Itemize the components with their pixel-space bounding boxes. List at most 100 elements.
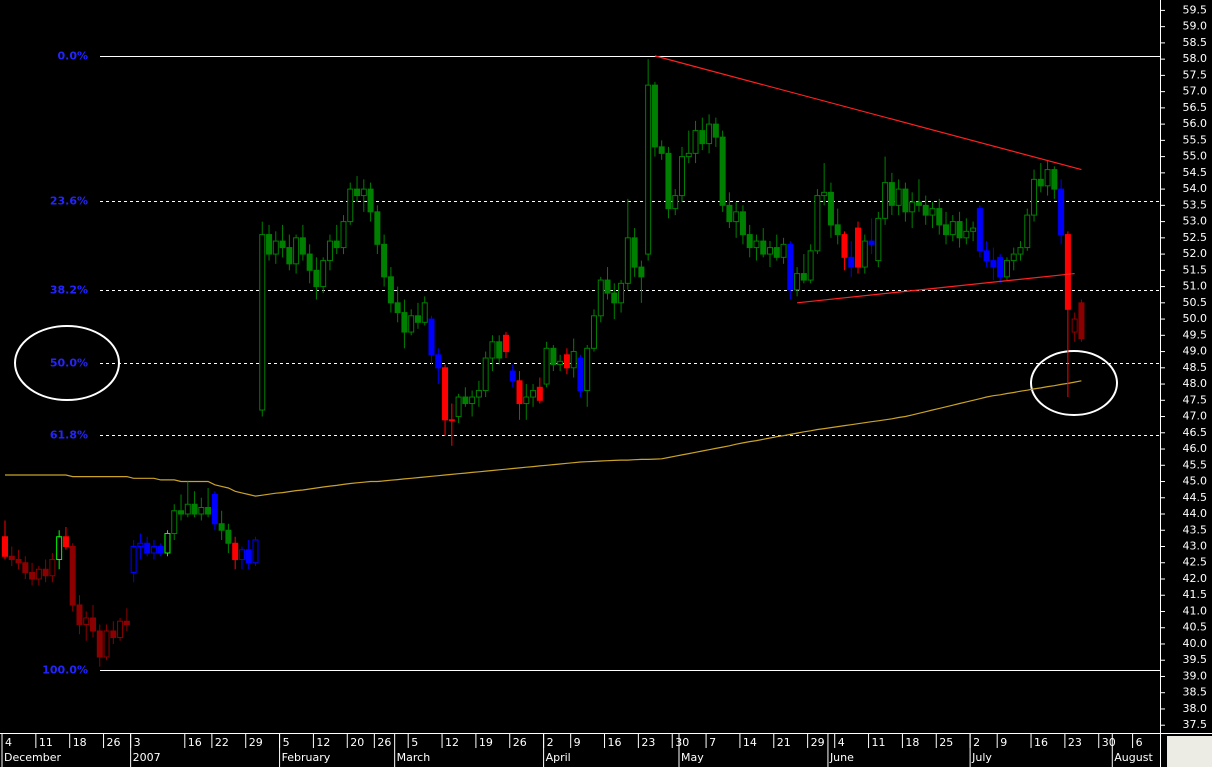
candle-body — [299, 237, 306, 255]
candle-body — [56, 536, 63, 560]
y-tick-label: 59.5 — [1183, 3, 1208, 16]
candle-body — [1031, 178, 1038, 216]
candle-body — [706, 123, 713, 145]
month-label: July — [971, 751, 992, 764]
candle-body — [800, 273, 807, 281]
candle-body — [442, 367, 449, 421]
candle-body — [96, 630, 103, 658]
candle-body — [123, 620, 130, 625]
candle-body — [530, 390, 537, 398]
candle-body — [516, 380, 523, 405]
y-tick-label: 49.0 — [1183, 345, 1208, 358]
x-tick-label: 21 — [777, 736, 791, 749]
candle-body — [888, 182, 895, 206]
x-tick-label: 2 — [547, 736, 554, 749]
month-label: August — [1114, 751, 1153, 764]
candle-body — [821, 191, 828, 197]
candle-body — [421, 302, 428, 323]
y-tick-label: 43.5 — [1183, 523, 1208, 536]
candle-body — [482, 357, 489, 392]
x-tick-label: 29 — [811, 736, 825, 749]
x-tick-label: 3 — [134, 736, 141, 749]
y-tick-label: 41.0 — [1183, 604, 1208, 617]
fib-label: 0.0% — [57, 50, 88, 63]
candle-body — [1044, 169, 1051, 187]
candle-body — [184, 503, 191, 515]
candle-body — [733, 211, 740, 223]
candle-body — [638, 266, 645, 278]
y-tick-label: 47.0 — [1183, 410, 1208, 423]
x-tick-label: 5 — [283, 736, 290, 749]
candle-body — [753, 240, 760, 249]
y-tick-label: 51.5 — [1183, 263, 1208, 276]
candle-body — [780, 243, 787, 258]
y-tick-label: 37.5 — [1183, 718, 1208, 731]
candle-body — [191, 503, 198, 515]
y-tick-label: 58.0 — [1183, 52, 1208, 65]
y-tick-label: 57.0 — [1183, 85, 1208, 98]
fib-label: 100.0% — [42, 664, 88, 677]
x-tick-label: 12 — [316, 736, 330, 749]
y-tick-label: 40.5 — [1183, 621, 1208, 634]
candle-body — [990, 260, 997, 268]
candle-body — [171, 510, 178, 535]
y-tick-label: 46.0 — [1183, 442, 1208, 455]
y-tick-label: 59.0 — [1183, 20, 1208, 33]
candle-body — [631, 237, 638, 268]
x-tick-label: 7 — [709, 736, 716, 749]
y-tick-label: 42.0 — [1183, 572, 1208, 585]
fib-label: 23.6% — [50, 195, 88, 208]
y-tick-label: 55.5 — [1183, 133, 1208, 146]
candle-body — [117, 620, 124, 638]
candle-body — [218, 523, 225, 531]
x-tick-label: 26 — [513, 736, 527, 749]
candle-body — [584, 347, 591, 392]
y-tick-label: 44.0 — [1183, 507, 1208, 520]
candle-body — [875, 217, 882, 262]
y-tick-label: 53.0 — [1183, 215, 1208, 228]
candle-body — [293, 237, 300, 265]
x-tick-label: 19 — [479, 736, 493, 749]
candle-body — [448, 419, 455, 422]
candle-body — [387, 276, 394, 304]
x-tick-label: 9 — [574, 736, 581, 749]
x-tick-label: 16 — [1034, 736, 1048, 749]
x-tick-label: 5 — [411, 736, 418, 749]
x-tick-label: 30 — [1102, 736, 1116, 749]
candle-body — [970, 227, 977, 232]
candle-body — [232, 542, 239, 560]
candle-body — [1078, 302, 1085, 340]
candle-body — [110, 630, 117, 638]
x-tick-label: 11 — [39, 736, 53, 749]
y-tick-label: 56.0 — [1183, 117, 1208, 130]
month-label: May — [681, 751, 704, 764]
candle-body — [374, 211, 381, 245]
candle-body — [611, 292, 618, 304]
candle-body — [834, 224, 841, 236]
candle-body — [326, 240, 333, 262]
candle-body — [577, 357, 584, 392]
candle-body — [455, 396, 462, 418]
candle-body — [1024, 214, 1031, 249]
candle-body — [489, 341, 496, 359]
y-tick-label: 39.5 — [1183, 653, 1208, 666]
candle-body — [35, 568, 42, 580]
candle-body — [645, 84, 652, 255]
x-tick-label: 25 — [939, 736, 953, 749]
candle-body — [557, 360, 564, 366]
candle-body — [469, 396, 476, 405]
candle-body — [726, 204, 733, 223]
candle-body — [936, 208, 943, 226]
candle-body — [103, 630, 110, 658]
candle-body — [408, 315, 415, 333]
y-tick-label: 51.0 — [1183, 280, 1208, 293]
candle-body — [306, 253, 313, 271]
candle-body — [157, 546, 164, 554]
candle-body — [767, 247, 774, 255]
candle-body — [882, 182, 889, 219]
candle-body — [543, 347, 550, 385]
candle-body — [252, 539, 259, 564]
month-label: December — [4, 751, 62, 764]
y-tick-label: 57.5 — [1183, 68, 1208, 81]
candle-body — [739, 211, 746, 236]
